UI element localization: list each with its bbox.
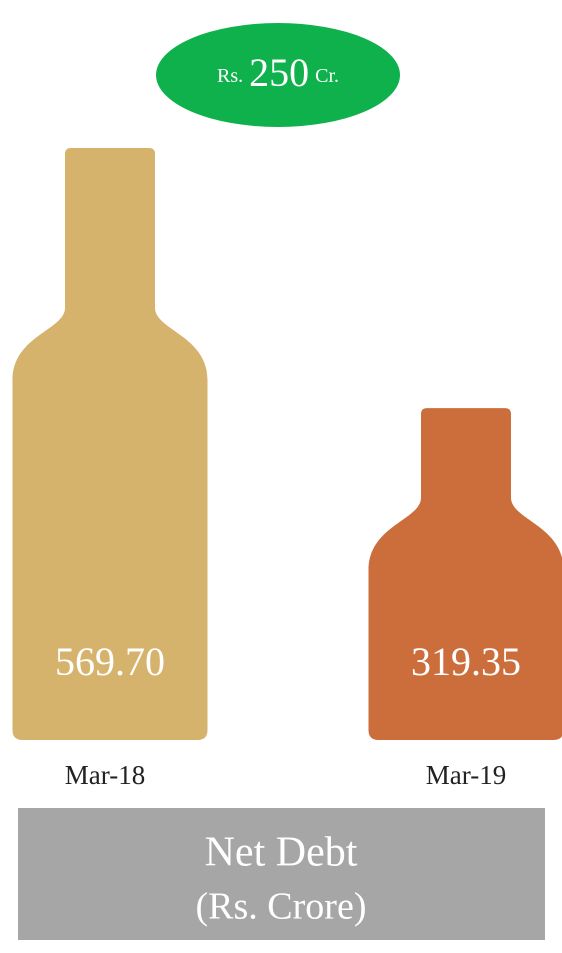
value-label: 569.70	[55, 639, 165, 684]
chart-title: Net Debt	[205, 830, 358, 876]
x-tick-label: Mar-18	[65, 760, 145, 790]
annotation: Rs. 250 Cr.	[217, 50, 339, 95]
bottle-bar	[12, 148, 208, 740]
annotation-suffix: Cr.	[315, 65, 339, 87]
annotation-value: 250	[249, 50, 309, 95]
value-label: 319.35	[411, 639, 521, 684]
annotation-prefix: Rs.	[217, 65, 243, 87]
bottle-bar	[368, 408, 562, 740]
chart-subtitle: (Rs. Crore)	[196, 886, 367, 928]
x-tick-label: Mar-19	[426, 760, 506, 790]
annotation-badge	[156, 23, 400, 127]
title-box	[18, 808, 545, 940]
